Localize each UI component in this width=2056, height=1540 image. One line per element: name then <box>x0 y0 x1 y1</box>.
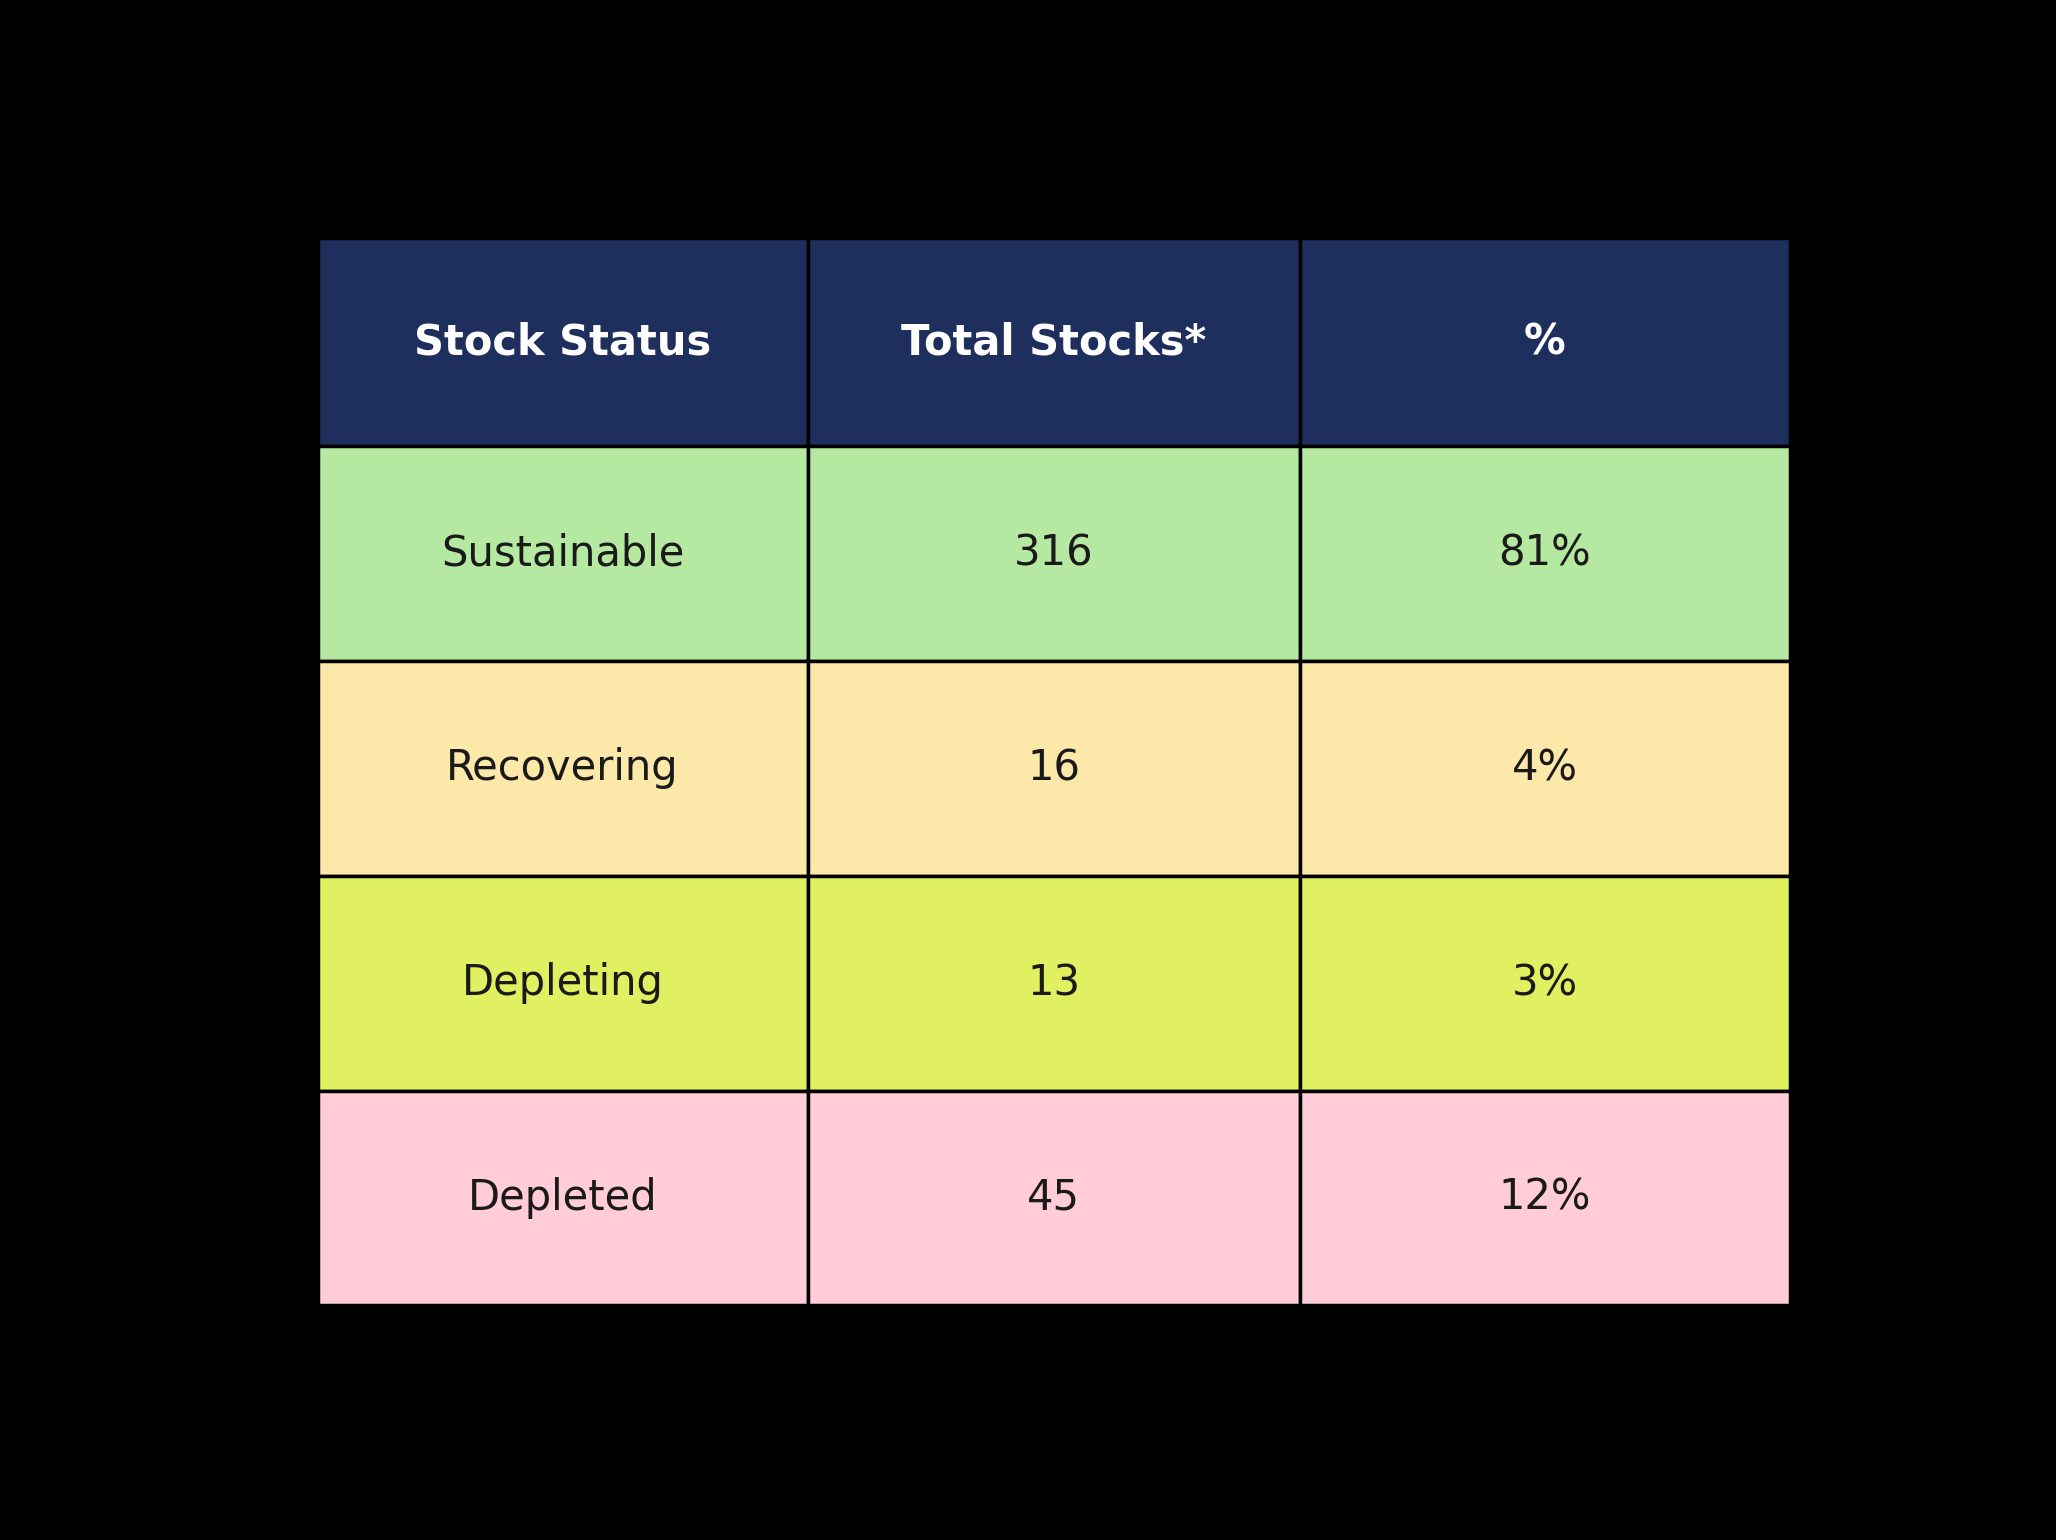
Text: 13: 13 <box>1028 962 1079 1004</box>
Text: Total Stocks*: Total Stocks* <box>901 322 1207 363</box>
Bar <box>317 447 808 661</box>
Text: Recovering: Recovering <box>446 747 678 790</box>
Bar <box>808 876 1299 1090</box>
Bar <box>317 239 808 447</box>
Bar <box>808 239 1299 447</box>
Text: 4%: 4% <box>1511 747 1577 790</box>
Bar <box>1299 239 1791 447</box>
Text: Stock Status: Stock Status <box>413 322 711 363</box>
Bar <box>317 1090 808 1306</box>
Bar <box>1299 447 1791 661</box>
Bar <box>808 1090 1299 1306</box>
Text: 81%: 81% <box>1499 533 1591 574</box>
Text: 316: 316 <box>1014 533 1094 574</box>
Text: 3%: 3% <box>1511 962 1577 1004</box>
Bar <box>1299 661 1791 876</box>
Text: 12%: 12% <box>1499 1177 1591 1220</box>
Text: Depleted: Depleted <box>469 1177 658 1220</box>
Bar <box>317 661 808 876</box>
Bar <box>317 876 808 1090</box>
Bar <box>1299 876 1791 1090</box>
Bar <box>808 447 1299 661</box>
Bar <box>808 661 1299 876</box>
Text: 45: 45 <box>1028 1177 1079 1220</box>
Text: 16: 16 <box>1028 747 1079 790</box>
Text: %: % <box>1523 322 1565 363</box>
Text: Sustainable: Sustainable <box>440 533 685 574</box>
Text: Depleting: Depleting <box>463 962 664 1004</box>
Bar <box>1299 1090 1791 1306</box>
